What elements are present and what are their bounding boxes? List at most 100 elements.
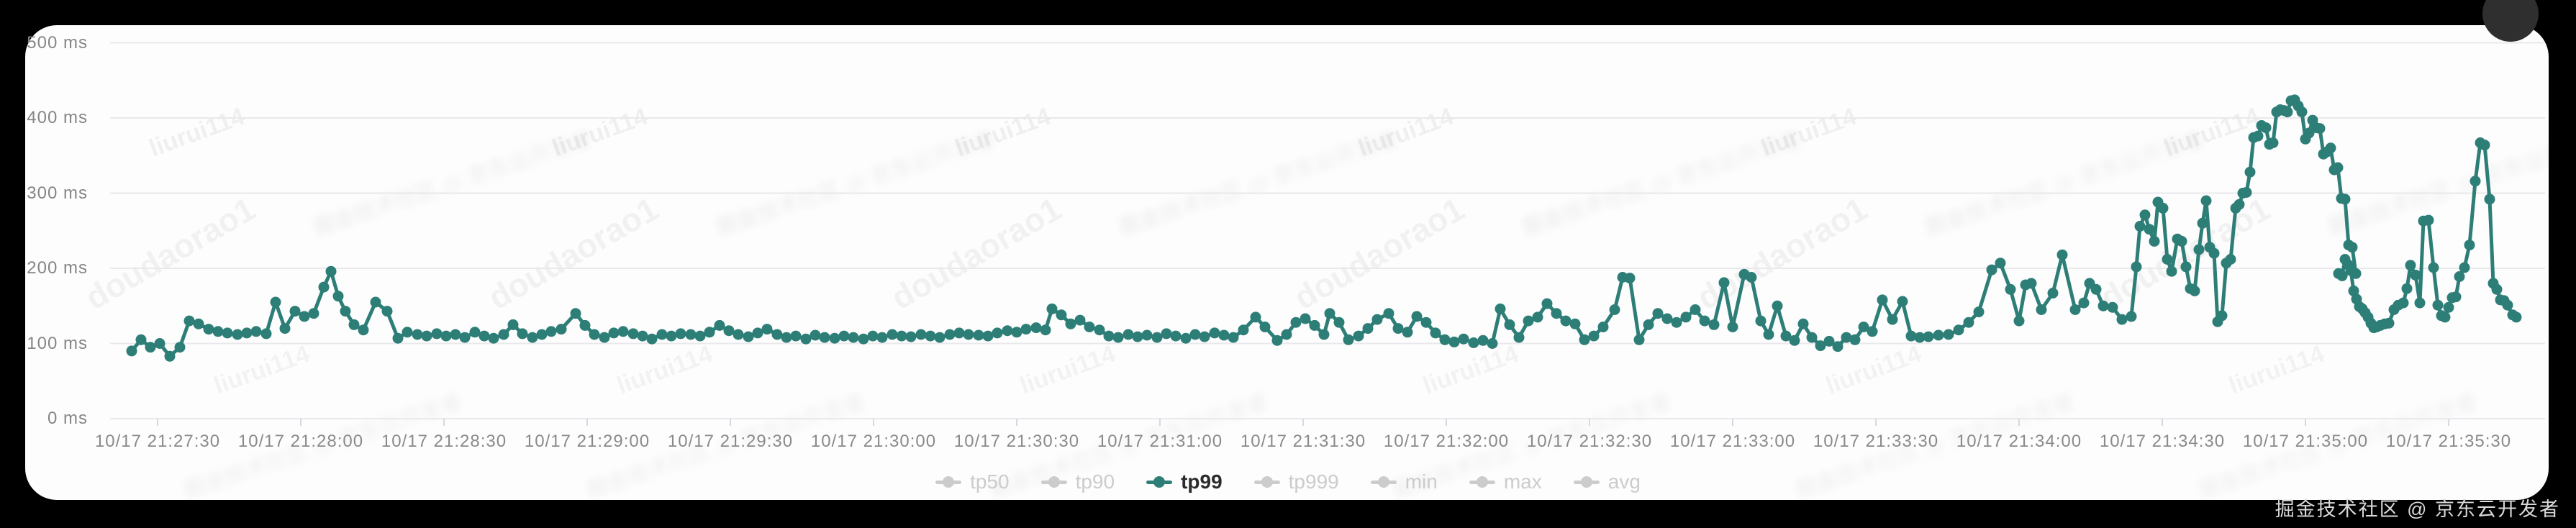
data-point xyxy=(2423,214,2434,226)
legend-item-tp999[interactable]: tp999 xyxy=(1253,472,1339,492)
data-point xyxy=(1680,311,1692,323)
data-point xyxy=(2197,217,2208,229)
data-point xyxy=(1458,333,1469,345)
x-axis-label: 10/17 21:30:00 xyxy=(810,432,937,451)
data-point xyxy=(2336,270,2348,281)
data-point xyxy=(1579,334,1590,345)
data-point xyxy=(232,329,243,340)
data-point xyxy=(1746,272,1757,283)
data-point xyxy=(1933,329,1944,341)
data-point xyxy=(1430,327,1441,339)
data-point xyxy=(886,329,898,340)
data-point xyxy=(1569,318,1581,329)
data-point xyxy=(896,330,907,342)
data-point xyxy=(1914,332,1926,343)
data-point xyxy=(2157,202,2169,214)
data-point xyxy=(2097,300,2109,311)
data-point xyxy=(193,318,204,329)
data-point xyxy=(1056,309,1067,321)
data-point xyxy=(2056,249,2068,260)
data-point xyxy=(1841,332,1852,343)
chart-panel: liurui114doudaorao1liurui114掘金技术社区 @ 京东云… xyxy=(25,25,2549,500)
x-axis-label: 10/17 21:32:30 xyxy=(1526,432,1653,451)
data-point xyxy=(1392,323,1404,334)
legend-marker-icon xyxy=(935,476,962,488)
data-point xyxy=(2454,271,2465,282)
x-axis-label: 10/17 21:29:30 xyxy=(667,432,794,451)
data-point xyxy=(1532,311,1543,323)
data-point xyxy=(2325,142,2336,154)
data-point xyxy=(1324,308,1335,319)
data-point xyxy=(358,324,369,336)
data-point xyxy=(1383,308,1394,319)
data-point xyxy=(1112,332,1124,343)
data-point xyxy=(1763,329,1774,340)
data-point xyxy=(570,308,581,319)
data-point xyxy=(761,324,773,335)
data-point xyxy=(507,319,519,330)
data-point xyxy=(694,330,706,342)
data-point xyxy=(1487,338,1498,349)
legend-marker-icon xyxy=(1573,476,1600,488)
data-point xyxy=(2252,130,2264,142)
data-point xyxy=(2414,297,2426,309)
data-point xyxy=(1671,317,1682,328)
data-point xyxy=(963,329,974,340)
data-point xyxy=(1281,329,1292,340)
data-point xyxy=(953,327,965,339)
data-point xyxy=(279,323,291,334)
data-point xyxy=(348,319,360,330)
data-point xyxy=(1046,303,1058,314)
data-point xyxy=(1151,332,1163,343)
data-point xyxy=(2484,194,2495,205)
legend-item-min[interactable]: min xyxy=(1370,472,1438,492)
data-point xyxy=(1250,311,1261,323)
data-point xyxy=(2464,240,2475,251)
data-point xyxy=(867,330,879,342)
data-point xyxy=(1132,331,1143,342)
data-point xyxy=(2491,283,2503,295)
data-point xyxy=(1495,303,1506,314)
data-point xyxy=(2047,288,2059,299)
legend-item-max[interactable]: max xyxy=(1469,472,1542,492)
legend-item-tp90[interactable]: tp90 xyxy=(1040,472,1115,492)
x-axis-label: 10/17 21:33:30 xyxy=(1813,432,1939,451)
data-point xyxy=(992,327,1003,339)
data-point xyxy=(1897,296,1908,307)
data-point xyxy=(1439,334,1451,345)
data-point xyxy=(1084,322,1095,332)
data-point xyxy=(2244,166,2256,178)
data-point xyxy=(2166,265,2177,277)
data-point xyxy=(325,265,337,277)
data-point xyxy=(555,324,567,335)
legend-label: avg xyxy=(1607,470,1641,493)
x-axis-label: 10/17 21:34:00 xyxy=(1956,432,2082,451)
data-point xyxy=(2026,278,2037,289)
legend-item-tp99[interactable]: tp99 xyxy=(1146,472,1223,492)
data-point xyxy=(1652,308,1664,319)
data-point xyxy=(848,332,859,343)
data-point xyxy=(1218,329,1230,341)
legend-item-avg[interactable]: avg xyxy=(1573,470,1641,493)
legend-item-tp50[interactable]: tp50 xyxy=(935,472,1010,492)
data-point xyxy=(2260,122,2272,134)
x-axis-label: 10/17 21:34:30 xyxy=(2099,432,2226,451)
data-point xyxy=(1353,330,1364,342)
data-point xyxy=(1318,329,1330,340)
data-point xyxy=(2345,265,2357,276)
data-point xyxy=(1887,314,1898,325)
x-axis-label: 10/17 21:30:30 xyxy=(953,432,1080,451)
data-point xyxy=(666,330,677,342)
data-point xyxy=(154,338,165,349)
data-point xyxy=(1170,330,1182,342)
data-point xyxy=(1002,325,1013,337)
x-axis-label: 10/17 21:33:00 xyxy=(1669,432,1796,451)
data-point xyxy=(1823,335,1835,347)
data-point xyxy=(1094,324,1105,336)
data-point xyxy=(1953,324,1964,336)
data-point xyxy=(1708,319,1720,330)
legend-marker-icon xyxy=(1146,476,1173,488)
data-point xyxy=(2116,314,2128,325)
data-point xyxy=(2216,310,2228,322)
data-point xyxy=(135,334,147,345)
